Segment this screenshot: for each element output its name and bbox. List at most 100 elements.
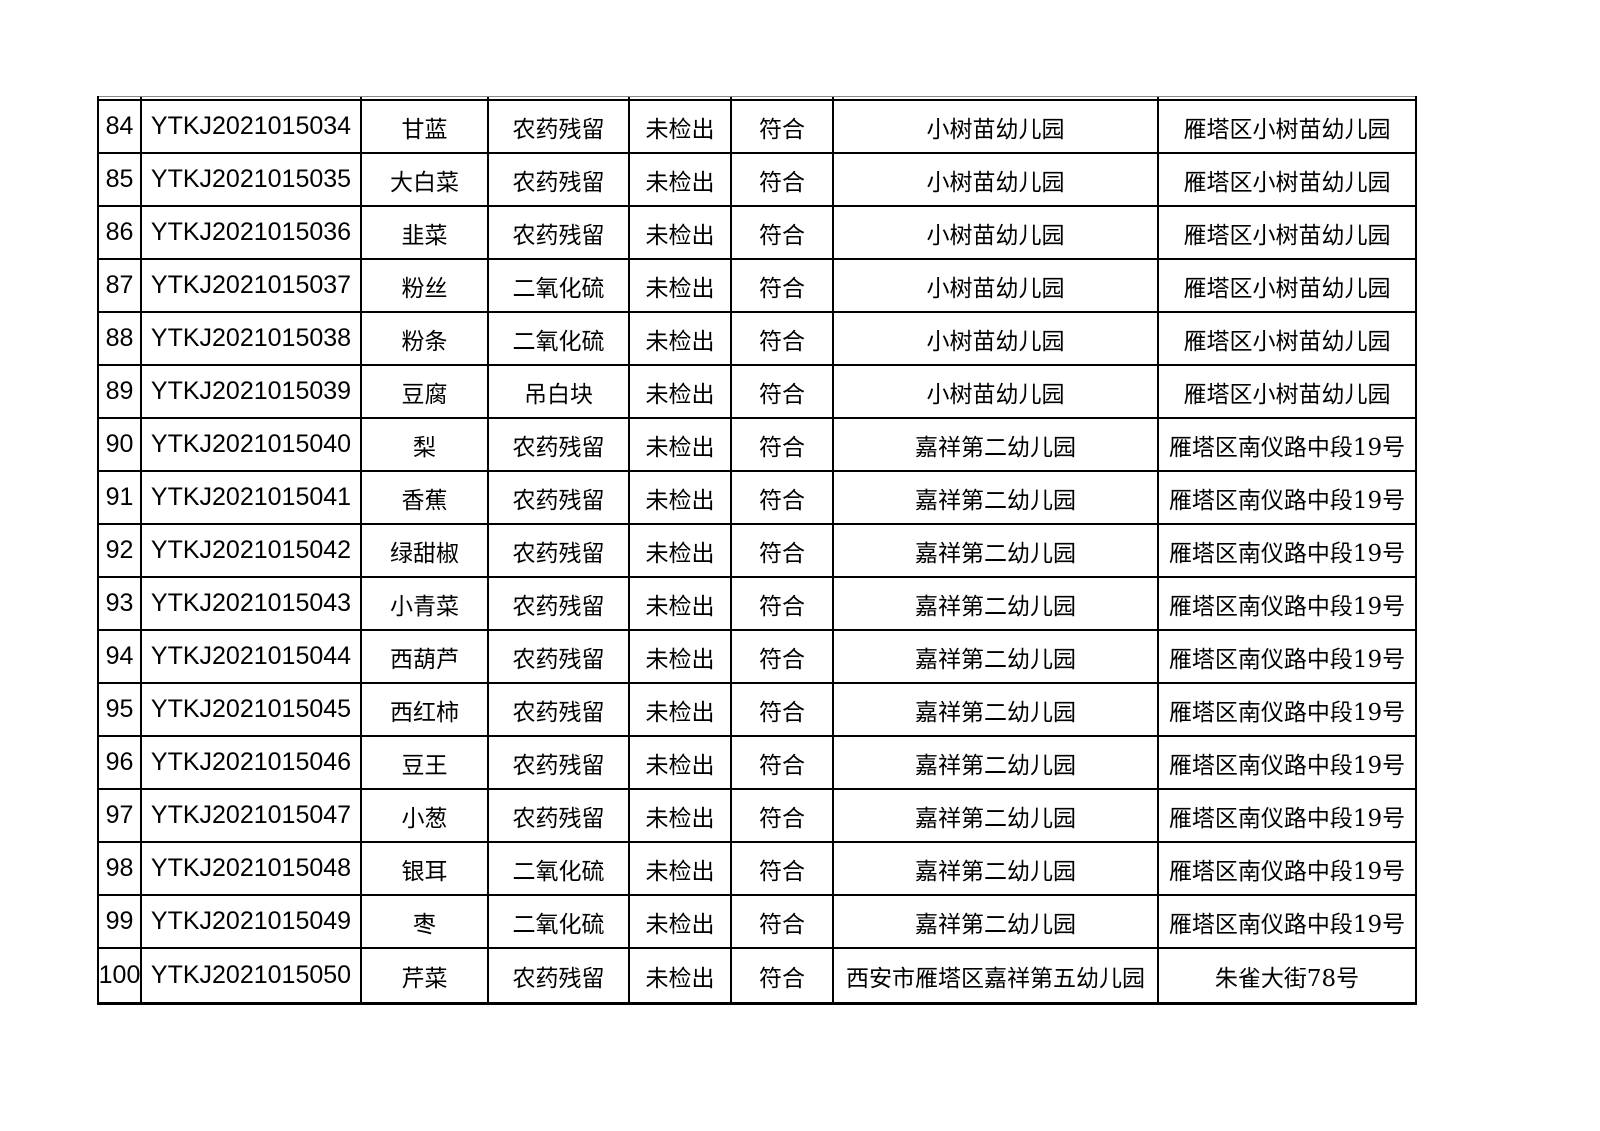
cell-sample-code: YTKJ2021015041 bbox=[142, 472, 362, 525]
cell-sampled-unit: 嘉祥第二幼儿园 bbox=[834, 631, 1159, 684]
cell-sample-name: 绿甜椒 bbox=[362, 525, 489, 578]
table-row: 87 YTKJ2021015037 粉丝 二氧化硫 未检出 符合 小树苗幼儿园 … bbox=[99, 260, 1415, 313]
cell-sample-code: YTKJ2021015035 bbox=[142, 154, 362, 207]
cell-sampled-unit: 嘉祥第二幼儿园 bbox=[834, 896, 1159, 949]
cell-sample-name: 甘蓝 bbox=[362, 101, 489, 154]
cell-sample-code: YTKJ2021015047 bbox=[142, 790, 362, 843]
cell-test-result: 未检出 bbox=[630, 737, 732, 790]
cell-unit-address: 雁塔区南仪路中段19号 bbox=[1159, 631, 1415, 684]
cell-conclusion: 符合 bbox=[732, 366, 834, 419]
cell-sample-code: YTKJ2021015039 bbox=[142, 366, 362, 419]
cell-test-result: 未检出 bbox=[630, 631, 732, 684]
table-row: 86 YTKJ2021015036 韭菜 农药残留 未检出 符合 小树苗幼儿园 … bbox=[99, 207, 1415, 260]
cell-sample-code: YTKJ2021015043 bbox=[142, 578, 362, 631]
cell-test-item: 二氧化硫 bbox=[489, 313, 630, 366]
cell-row-number: 91 bbox=[99, 472, 142, 525]
cell-sample-name: 大白菜 bbox=[362, 154, 489, 207]
table-row: 95 YTKJ2021015045 西红柿 农药残留 未检出 符合 嘉祥第二幼儿… bbox=[99, 684, 1415, 737]
cell-test-result: 未检出 bbox=[630, 313, 732, 366]
table-row: 96 YTKJ2021015046 豆王 农药残留 未检出 符合 嘉祥第二幼儿园… bbox=[99, 737, 1415, 790]
cell-test-item: 农药残留 bbox=[489, 631, 630, 684]
cell-sampled-unit: 小树苗幼儿园 bbox=[834, 154, 1159, 207]
cell-row-number: 94 bbox=[99, 631, 142, 684]
cell-test-result: 未检出 bbox=[630, 843, 732, 896]
cell-conclusion: 符合 bbox=[732, 525, 834, 578]
cell-conclusion: 符合 bbox=[732, 578, 834, 631]
cell-row-number: 92 bbox=[99, 525, 142, 578]
cell-test-item: 二氧化硫 bbox=[489, 260, 630, 313]
cell-sample-code: YTKJ2021015040 bbox=[142, 419, 362, 472]
cell-row-number: 90 bbox=[99, 419, 142, 472]
cell-test-item: 农药残留 bbox=[489, 419, 630, 472]
cell-sample-code: YTKJ2021015045 bbox=[142, 684, 362, 737]
cell-row-number: 97 bbox=[99, 790, 142, 843]
cell-test-item: 农药残留 bbox=[489, 684, 630, 737]
cell-conclusion: 符合 bbox=[732, 790, 834, 843]
cell-conclusion: 符合 bbox=[732, 313, 834, 366]
cell-row-number: 99 bbox=[99, 896, 142, 949]
cell-unit-address: 雁塔区南仪路中段19号 bbox=[1159, 843, 1415, 896]
cell-conclusion: 符合 bbox=[732, 154, 834, 207]
cell-sample-name: 梨 bbox=[362, 419, 489, 472]
table-row: 91 YTKJ2021015041 香蕉 农药残留 未检出 符合 嘉祥第二幼儿园… bbox=[99, 472, 1415, 525]
cell-row-number: 93 bbox=[99, 578, 142, 631]
cell-test-result: 未检出 bbox=[630, 260, 732, 313]
cell-sample-code: YTKJ2021015046 bbox=[142, 737, 362, 790]
table-row: 88 YTKJ2021015038 粉条 二氧化硫 未检出 符合 小树苗幼儿园 … bbox=[99, 313, 1415, 366]
cell-sample-name: 豆腐 bbox=[362, 366, 489, 419]
cell-sample-name: 银耳 bbox=[362, 843, 489, 896]
cell-sample-name: 芹菜 bbox=[362, 949, 489, 1002]
cell-test-result: 未检出 bbox=[630, 896, 732, 949]
table-row: 99 YTKJ2021015049 枣 二氧化硫 未检出 符合 嘉祥第二幼儿园 … bbox=[99, 896, 1415, 949]
cell-unit-address: 雁塔区南仪路中段19号 bbox=[1159, 525, 1415, 578]
cell-sampled-unit: 嘉祥第二幼儿园 bbox=[834, 419, 1159, 472]
cell-test-item: 二氧化硫 bbox=[489, 896, 630, 949]
cell-test-item: 农药残留 bbox=[489, 154, 630, 207]
table-row: 98 YTKJ2021015048 银耳 二氧化硫 未检出 符合 嘉祥第二幼儿园… bbox=[99, 843, 1415, 896]
cell-sample-name: 小青菜 bbox=[362, 578, 489, 631]
table-row: 100 YTKJ2021015050 芹菜 农药残留 未检出 符合 西安市雁塔区… bbox=[99, 949, 1415, 1002]
cell-unit-address: 雁塔区南仪路中段19号 bbox=[1159, 684, 1415, 737]
cell-test-result: 未检出 bbox=[630, 207, 732, 260]
cell-sampled-unit: 小树苗幼儿园 bbox=[834, 101, 1159, 154]
cell-test-item: 农药残留 bbox=[489, 101, 630, 154]
cell-sampled-unit: 嘉祥第二幼儿园 bbox=[834, 684, 1159, 737]
cell-conclusion: 符合 bbox=[732, 949, 834, 1002]
cell-sample-code: YTKJ2021015036 bbox=[142, 207, 362, 260]
cell-conclusion: 符合 bbox=[732, 684, 834, 737]
cell-row-number: 98 bbox=[99, 843, 142, 896]
cell-sampled-unit: 嘉祥第二幼儿园 bbox=[834, 578, 1159, 631]
cell-conclusion: 符合 bbox=[732, 843, 834, 896]
cell-row-number: 84 bbox=[99, 101, 142, 154]
cell-test-result: 未检出 bbox=[630, 949, 732, 1002]
cell-sampled-unit: 小树苗幼儿园 bbox=[834, 313, 1159, 366]
cell-sample-name: 粉丝 bbox=[362, 260, 489, 313]
cell-sample-code: YTKJ2021015037 bbox=[142, 260, 362, 313]
cell-sample-name: 枣 bbox=[362, 896, 489, 949]
cell-sampled-unit: 嘉祥第二幼儿园 bbox=[834, 472, 1159, 525]
cell-row-number: 95 bbox=[99, 684, 142, 737]
cell-sampled-unit: 小树苗幼儿园 bbox=[834, 260, 1159, 313]
cell-sample-name: 豆王 bbox=[362, 737, 489, 790]
cell-sampled-unit: 嘉祥第二幼儿园 bbox=[834, 790, 1159, 843]
cell-test-item: 二氧化硫 bbox=[489, 843, 630, 896]
cell-unit-address: 雁塔区小树苗幼儿园 bbox=[1159, 154, 1415, 207]
cell-sample-name: 西红柿 bbox=[362, 684, 489, 737]
table-row: 97 YTKJ2021015047 小葱 农药残留 未检出 符合 嘉祥第二幼儿园… bbox=[99, 790, 1415, 843]
cell-sampled-unit: 小树苗幼儿园 bbox=[834, 207, 1159, 260]
cell-test-item: 农药残留 bbox=[489, 578, 630, 631]
table-row: 89 YTKJ2021015039 豆腐 吊白块 未检出 符合 小树苗幼儿园 雁… bbox=[99, 366, 1415, 419]
cell-test-item: 吊白块 bbox=[489, 366, 630, 419]
cell-conclusion: 符合 bbox=[732, 896, 834, 949]
cell-test-result: 未检出 bbox=[630, 578, 732, 631]
cell-sample-name: 粉条 bbox=[362, 313, 489, 366]
cropped-row-remnant bbox=[99, 96, 1415, 101]
cell-unit-address: 雁塔区南仪路中段19号 bbox=[1159, 896, 1415, 949]
table-row: 84 YTKJ2021015034 甘蓝 农药残留 未检出 符合 小树苗幼儿园 … bbox=[99, 101, 1415, 154]
cell-unit-address: 雁塔区南仪路中段19号 bbox=[1159, 578, 1415, 631]
table-row: 85 YTKJ2021015035 大白菜 农药残留 未检出 符合 小树苗幼儿园… bbox=[99, 154, 1415, 207]
cell-sampled-unit: 西安市雁塔区嘉祥第五幼儿园 bbox=[834, 949, 1159, 1002]
table-body: 84 YTKJ2021015034 甘蓝 农药残留 未检出 符合 小树苗幼儿园 … bbox=[99, 101, 1415, 1002]
cell-row-number: 86 bbox=[99, 207, 142, 260]
